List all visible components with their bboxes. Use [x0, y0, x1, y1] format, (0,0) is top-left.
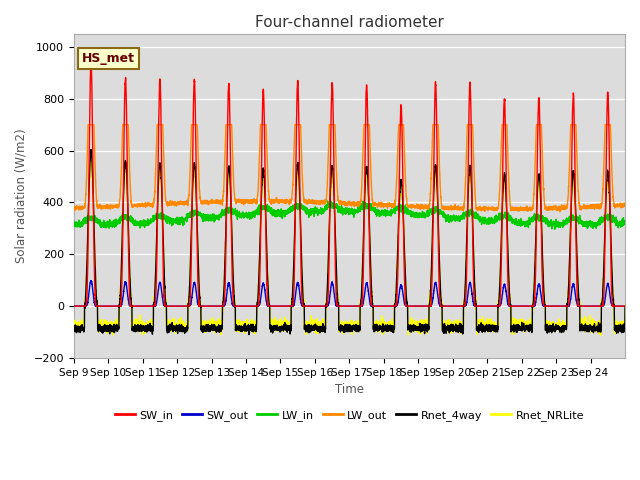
Y-axis label: Solar radiation (W/m2): Solar radiation (W/m2): [15, 129, 28, 264]
Title: Four-channel radiometer: Four-channel radiometer: [255, 15, 444, 30]
Text: HS_met: HS_met: [82, 52, 135, 65]
X-axis label: Time: Time: [335, 383, 364, 396]
Legend: SW_in, SW_out, LW_in, LW_out, Rnet_4way, Rnet_NRLite: SW_in, SW_out, LW_in, LW_out, Rnet_4way,…: [110, 406, 589, 425]
